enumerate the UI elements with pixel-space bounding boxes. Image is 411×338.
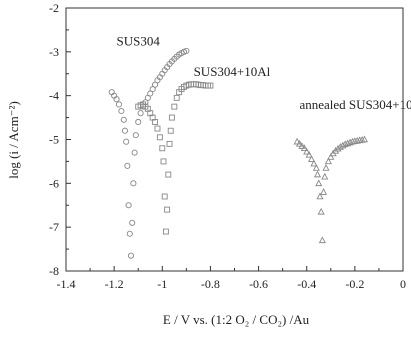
data-point-circle [132, 132, 139, 139]
x-tick-label: -1.4 [57, 277, 76, 291]
y-tick-label: -2 [49, 1, 59, 15]
data-point-square [166, 140, 173, 147]
data-point-triangle [305, 150, 313, 158]
data-point-triangle [321, 172, 329, 180]
data-point-triangle [320, 188, 328, 195]
data-point-triangle [317, 207, 325, 215]
data-point-circle [183, 47, 190, 55]
x-tick-label: -1 [157, 277, 167, 291]
y-tick-label: -4 [49, 89, 59, 103]
data-point-circle [113, 96, 120, 103]
series-label: SUS304+10Al [194, 64, 271, 79]
data-point-circle [123, 138, 130, 145]
data-point-circle [131, 149, 138, 156]
y-tick-label: -8 [49, 264, 59, 278]
data-point-square [162, 228, 169, 235]
data-point-triangle [327, 153, 335, 160]
data-point-circle [126, 230, 133, 237]
x-tick-label: -0.2 [345, 277, 364, 291]
data-point-triangle [324, 157, 332, 165]
data-point-triangle [360, 135, 369, 143]
data-point-square [207, 82, 214, 89]
data-point-square [161, 193, 168, 200]
data-point-circle [137, 110, 144, 117]
y-tick-label: -7 [49, 220, 59, 234]
x-tick-label: -1.2 [105, 277, 124, 291]
y-tick-label: -3 [49, 45, 59, 59]
plot-layer: -1.4 -1.2 -1 -0.8 -0.6 -0.4 -0.2 0 -2 -3 -4 -5 -6 -7 -… [49, 1, 411, 291]
data-point-square [156, 134, 163, 141]
data-point-square [168, 114, 175, 121]
data-point-triangle [313, 170, 322, 178]
series-label: annealed SUS304+10Al [299, 97, 411, 112]
data-point-triangle [344, 139, 352, 147]
data-point-triangle [346, 138, 354, 146]
x-tick-label: 0 [400, 277, 406, 291]
data-point-triangle [336, 142, 344, 150]
data-point-circle [115, 101, 123, 108]
data-point-triangle [293, 137, 301, 145]
series-label: SUS304 [117, 33, 161, 48]
data-point-circle [124, 162, 131, 169]
data-point-triangle [310, 159, 318, 167]
data-point-square [173, 94, 180, 101]
data-point-triangle [332, 146, 340, 154]
data-point-square [165, 171, 172, 178]
data-point-square [160, 158, 167, 165]
data-point-triangle [307, 155, 316, 162]
data-point-square [159, 145, 166, 152]
data-point-circle [127, 252, 135, 259]
y-axis-title: log (i / Acm⁻²) [6, 101, 21, 179]
data-point-circle [125, 202, 132, 209]
x-tick-label: -0.4 [297, 277, 316, 291]
data-point-square [171, 103, 178, 110]
data-point-triangle [303, 147, 311, 155]
x-tick-label: -0.8 [201, 277, 220, 291]
data-point-triangle [295, 139, 304, 147]
x-tick-label: -0.6 [249, 277, 268, 291]
data-point-triangle [339, 141, 347, 149]
x-axis-title: E / V vs. (1:2 O₂ / CO₂) /Au [163, 312, 310, 327]
data-point-circle [120, 116, 127, 123]
y-tick-label: -5 [49, 133, 59, 147]
data-point-square [164, 206, 171, 213]
data-point-triangle [300, 144, 308, 152]
data-point-triangle [315, 179, 323, 187]
data-point-square [154, 125, 161, 132]
data-point-square [152, 119, 159, 125]
data-point-circle [135, 118, 142, 126]
data-point-circle [130, 180, 137, 187]
data-point-square [167, 127, 174, 134]
data-point-triangle [341, 140, 349, 148]
data-point-triangle [312, 164, 320, 171]
y-tick-label: -6 [49, 176, 59, 190]
data-point-triangle [318, 236, 326, 244]
data-point-circle [118, 107, 125, 115]
data-point-triangle [298, 142, 306, 149]
data-point-triangle [316, 192, 324, 200]
data-point-circle [121, 127, 129, 134]
data-point-triangle [322, 164, 330, 171]
data-point-circle [129, 219, 136, 226]
